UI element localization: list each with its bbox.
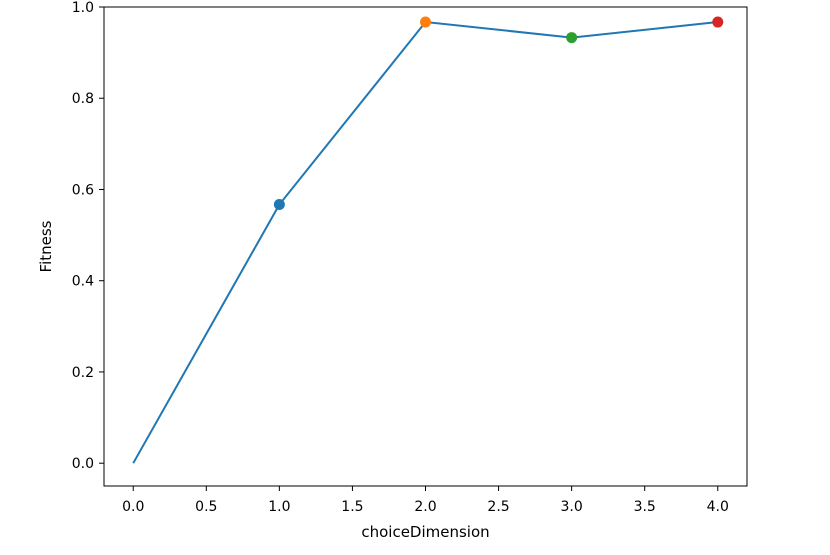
x-tick-label: 4.0 [707, 499, 729, 515]
y-tick-label: 0.0 [72, 456, 94, 472]
y-axis-label: Fitness [37, 220, 55, 272]
plot-frame [103, 6, 748, 487]
x-tick-label: 1.0 [268, 499, 290, 515]
y-tick-label: 0.2 [72, 365, 94, 381]
y-tick-label: 1.0 [72, 0, 94, 16]
x-axis-ticks: 0.0 0.5 1.0 1.5 2.0 2.5 3.0 3.5 4.0 [122, 486, 729, 515]
y-tick-label: 0.8 [72, 91, 94, 107]
x-tick-label: 1.5 [341, 499, 363, 515]
y-axis-ticks: 0.0 0.2 0.4 0.6 0.8 1.0 [72, 0, 104, 472]
x-tick-label: 2.5 [487, 499, 509, 515]
x-axis-label: choiceDimension [361, 523, 489, 541]
x-tick-label: 2.0 [414, 499, 436, 515]
data-point-marker [712, 16, 724, 28]
data-point-marker [566, 32, 578, 44]
y-tick-label: 0.6 [72, 182, 94, 198]
x-tick-label: 3.5 [634, 499, 656, 515]
fitness-markers [273, 16, 724, 211]
data-point-marker [273, 199, 285, 211]
x-tick-label: 0.0 [122, 499, 144, 515]
data-point-marker [420, 16, 431, 28]
x-tick-label: 0.5 [195, 499, 217, 515]
x-tick-label: 3.0 [561, 499, 583, 515]
y-tick-label: 0.4 [72, 274, 94, 290]
fitness-series-line [132, 21, 718, 464]
